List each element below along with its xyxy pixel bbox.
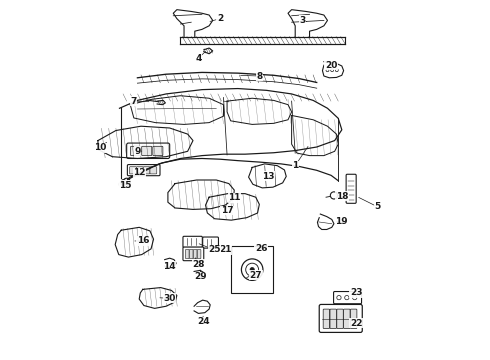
FancyBboxPatch shape (150, 167, 157, 174)
Text: 17: 17 (221, 206, 233, 215)
FancyBboxPatch shape (143, 167, 150, 174)
Text: 25: 25 (208, 246, 221, 255)
FancyBboxPatch shape (337, 309, 343, 328)
FancyBboxPatch shape (350, 309, 357, 328)
Text: 19: 19 (336, 217, 348, 226)
FancyBboxPatch shape (183, 247, 204, 261)
Text: 8: 8 (256, 72, 263, 81)
FancyBboxPatch shape (153, 146, 163, 156)
FancyBboxPatch shape (203, 237, 219, 248)
Text: 1: 1 (292, 161, 298, 170)
Text: 23: 23 (350, 288, 363, 297)
Text: 3: 3 (299, 16, 305, 25)
Text: 12: 12 (133, 168, 146, 177)
Text: 10: 10 (94, 143, 106, 152)
Text: 14: 14 (163, 262, 176, 271)
Text: 2: 2 (217, 14, 223, 23)
Text: 21: 21 (219, 246, 232, 255)
FancyBboxPatch shape (346, 174, 356, 203)
Text: 28: 28 (192, 260, 205, 269)
FancyBboxPatch shape (126, 143, 170, 158)
FancyBboxPatch shape (323, 309, 330, 328)
FancyBboxPatch shape (334, 292, 362, 304)
Text: 15: 15 (119, 181, 131, 190)
FancyBboxPatch shape (129, 167, 136, 174)
Text: 6: 6 (120, 179, 126, 188)
FancyBboxPatch shape (190, 249, 193, 258)
Bar (231, 246, 272, 293)
Text: 9: 9 (134, 147, 141, 156)
FancyBboxPatch shape (319, 305, 362, 332)
Text: 18: 18 (336, 192, 348, 201)
FancyBboxPatch shape (136, 167, 143, 174)
Text: 30: 30 (164, 294, 176, 303)
Text: 4: 4 (195, 54, 201, 63)
Text: 5: 5 (374, 202, 381, 211)
Text: 29: 29 (194, 272, 206, 281)
Text: 7: 7 (131, 96, 137, 105)
Text: 27: 27 (249, 270, 262, 279)
FancyBboxPatch shape (330, 309, 337, 328)
Text: 24: 24 (197, 317, 210, 326)
Circle shape (250, 267, 254, 272)
FancyBboxPatch shape (183, 236, 202, 247)
Text: 20: 20 (325, 61, 337, 70)
FancyBboxPatch shape (343, 309, 350, 328)
FancyBboxPatch shape (142, 146, 152, 156)
FancyBboxPatch shape (186, 249, 189, 258)
FancyBboxPatch shape (127, 165, 160, 176)
FancyBboxPatch shape (197, 249, 201, 258)
Text: 22: 22 (350, 319, 363, 328)
Text: 26: 26 (255, 244, 268, 253)
Text: 11: 11 (228, 193, 241, 202)
FancyBboxPatch shape (131, 146, 141, 156)
FancyBboxPatch shape (194, 249, 197, 258)
Text: 13: 13 (262, 172, 274, 181)
Text: 16: 16 (137, 237, 149, 246)
